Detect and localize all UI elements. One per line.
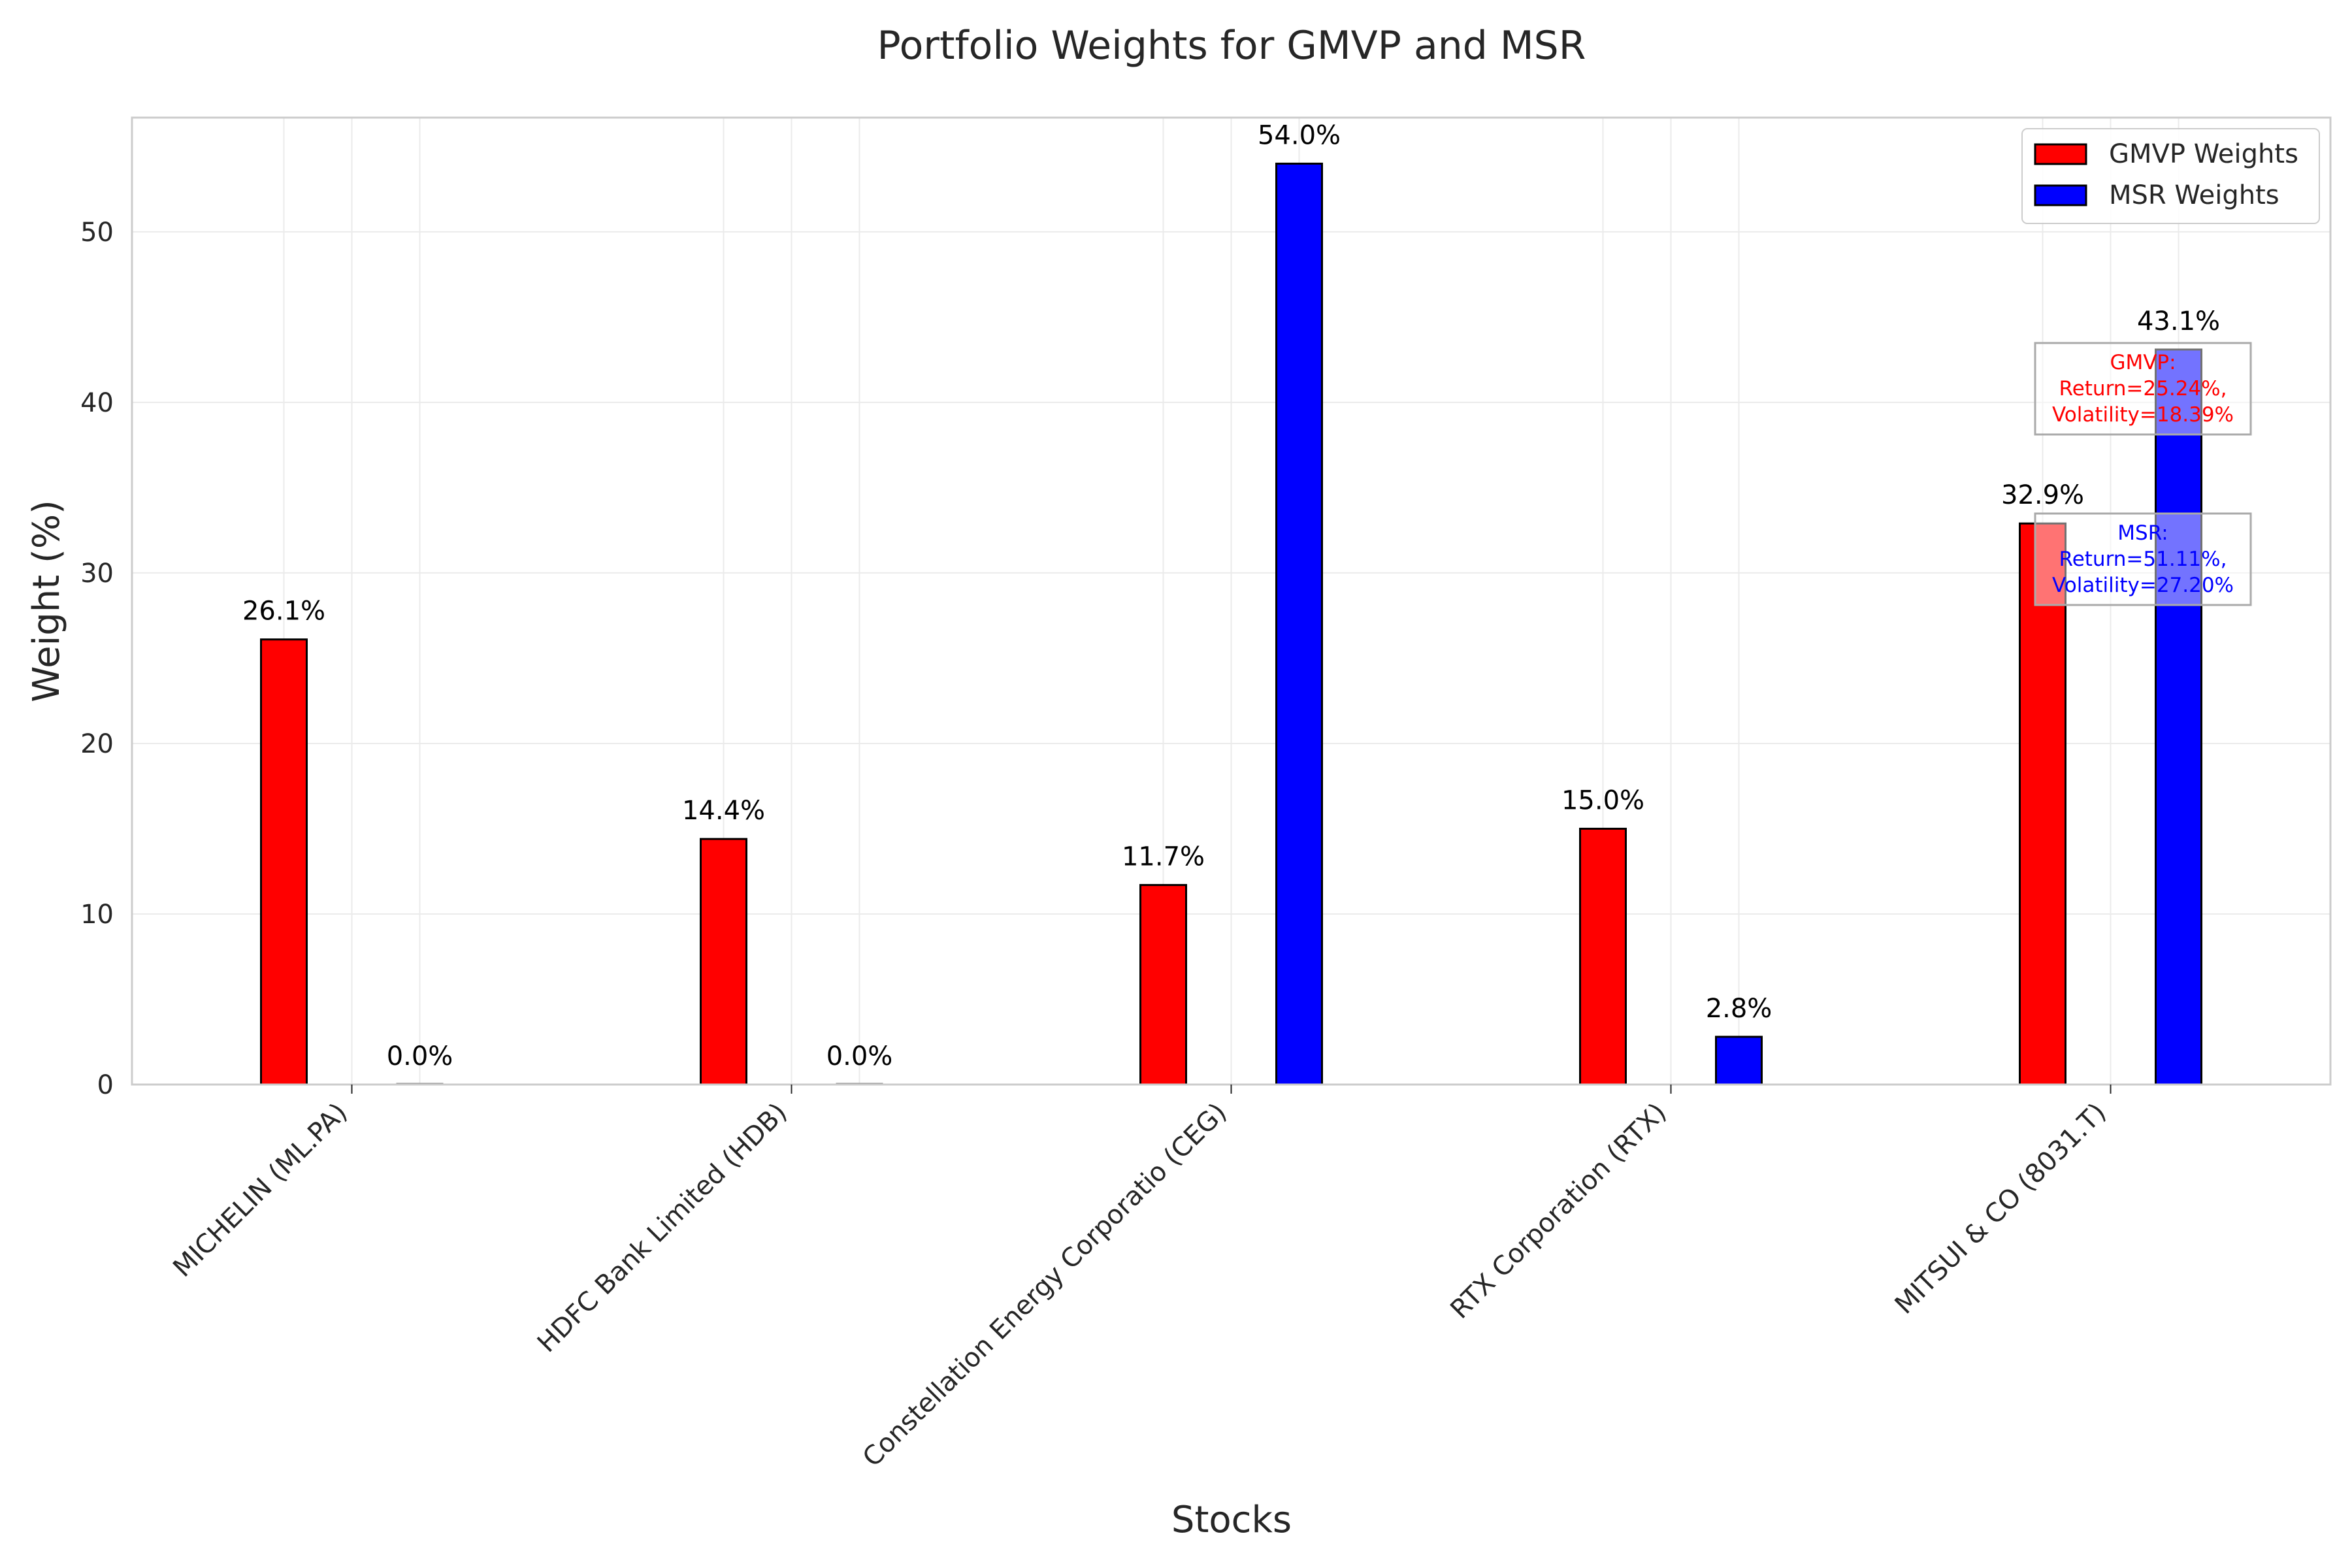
- msr-bar: [1275, 162, 1323, 1086]
- msr-data-label: 2.8%: [1706, 994, 1772, 1024]
- legend-label: MSR Weights: [2109, 180, 2279, 210]
- gmvp-bar: [1139, 884, 1187, 1086]
- msr-annotation-text: Volatility=27.20%: [2052, 574, 2234, 597]
- gmvp-data-label: 26.1%: [242, 596, 325, 627]
- chart-title: Portfolio Weights for GMVP and MSR: [877, 23, 1586, 69]
- y-tick-label: 30: [80, 559, 114, 589]
- bars: [260, 162, 2202, 1086]
- gmvp-annotation-text: GMVP:: [2110, 351, 2176, 374]
- msr-data-label: 54.0%: [1258, 120, 1341, 150]
- msr-data-label: 0.0%: [387, 1041, 453, 1071]
- msr-bar: [2155, 348, 2202, 1086]
- legend: GMVP Weights MSR Weights: [2021, 128, 2320, 224]
- msr-data-label: 0.0%: [826, 1041, 893, 1071]
- legend-swatch: [2034, 184, 2087, 206]
- x-axis-label: Stocks: [1171, 1499, 1292, 1541]
- y-tick-label: 20: [80, 729, 114, 759]
- msr-data-label: 43.1%: [2137, 306, 2220, 336]
- msr-annotation-text: MSR:: [2117, 521, 2168, 545]
- legend-box: [2021, 128, 2320, 224]
- y-ticks: 0 10 20 30 40 50: [80, 218, 114, 1100]
- msr-bar: [1715, 1036, 1763, 1086]
- msr-annotation-box: [2034, 512, 2252, 606]
- y-tick-label: 50: [80, 218, 114, 248]
- gmvp-annotation-box: [2034, 342, 2252, 436]
- annotations: GMVP: Return=25.24%, Volatility=18.39% MSR:…: [2034, 342, 2252, 606]
- gmvp-annotation-text: Volatility=18.39%: [2052, 403, 2234, 427]
- gmvp-bar: [2019, 522, 2066, 1086]
- gmvp-data-label: 32.9%: [2001, 480, 2084, 510]
- y-tick-label: 10: [80, 900, 114, 930]
- legend-swatch: [2034, 143, 2087, 165]
- gmvp-data-label: 15.0%: [1561, 785, 1644, 815]
- gmvp-data-label: 14.4%: [682, 796, 765, 826]
- gmvp-data-label: 11.7%: [1122, 842, 1205, 872]
- gmvp-bar: [1579, 827, 1627, 1086]
- gmvp-bar: [260, 638, 308, 1086]
- msr-annotation-text: Return=51.11%,: [2059, 547, 2227, 571]
- y-axis-label: Weight (%): [25, 500, 68, 702]
- legend-label: GMVP Weights: [2109, 139, 2298, 169]
- y-tick-label: 0: [97, 1070, 114, 1100]
- gmvp-bar: [700, 838, 747, 1086]
- y-tick-label: 40: [80, 388, 114, 418]
- grid-lines: [132, 118, 2330, 1085]
- data-labels: 26.1% 0.0% 14.4% 0.0% 11.7% 54.0% 15.0% 2.8% 32.…: [242, 120, 2220, 1071]
- gmvp-annotation-text: Return=25.24%,: [2059, 377, 2227, 400]
